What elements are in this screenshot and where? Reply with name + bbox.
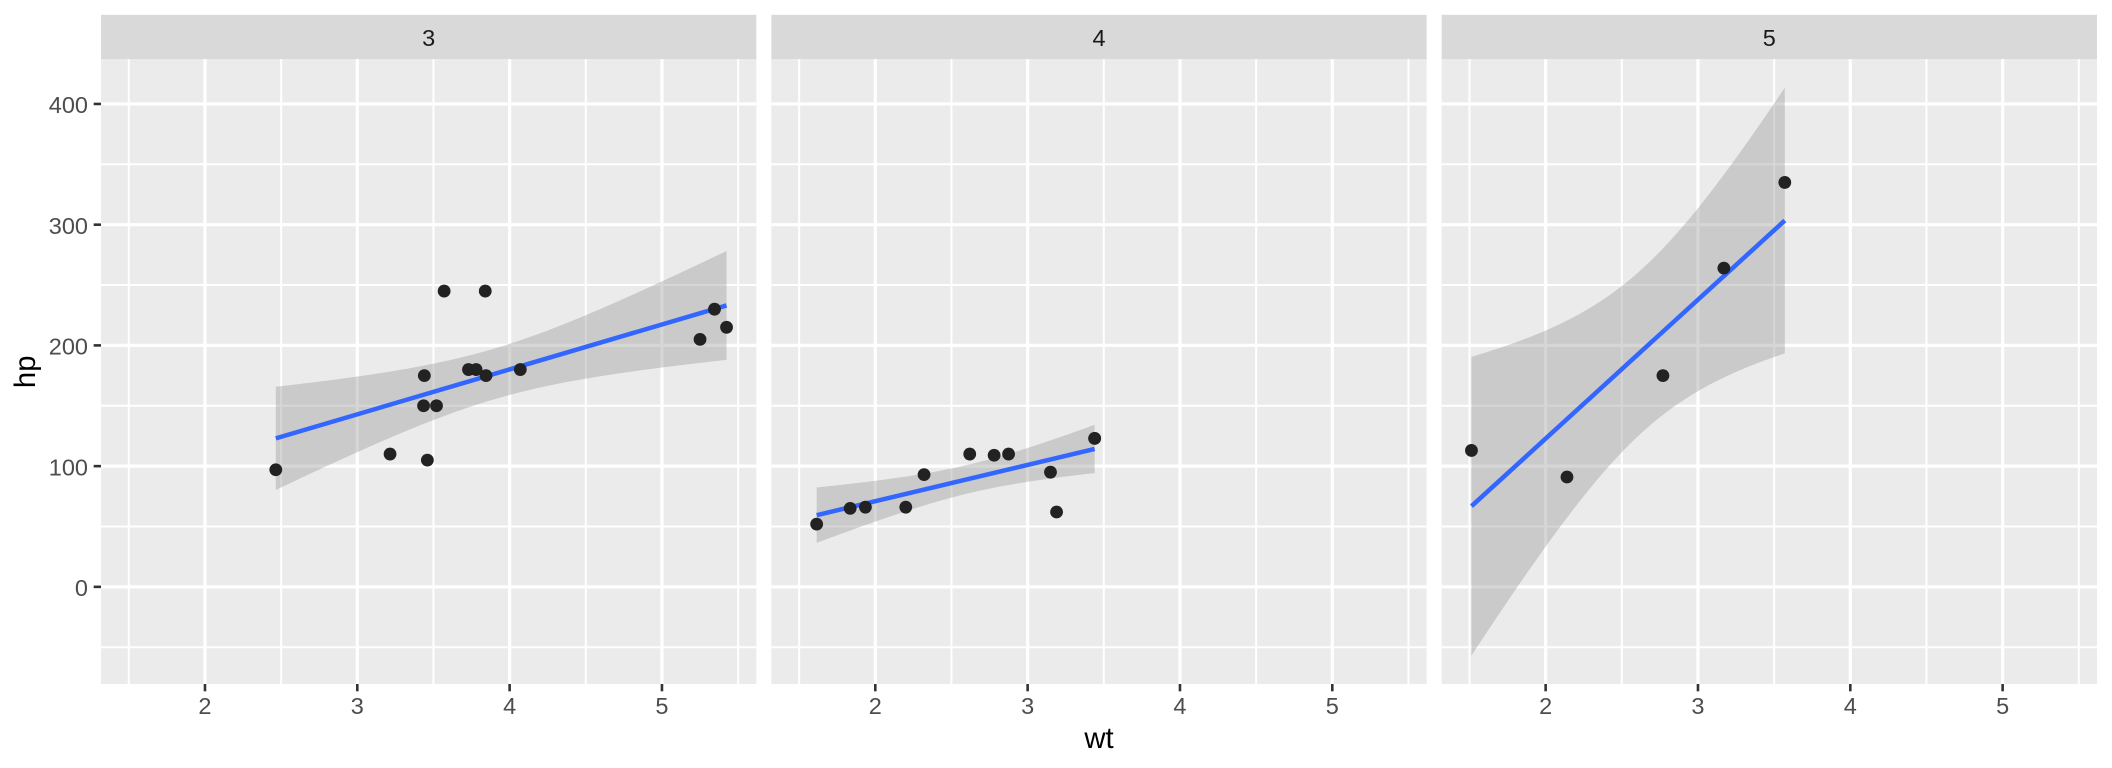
svg-text:wt: wt bbox=[1083, 722, 1113, 755]
svg-text:3: 3 bbox=[1691, 693, 1704, 719]
svg-text:4: 4 bbox=[503, 693, 516, 719]
svg-text:5: 5 bbox=[1996, 693, 2009, 719]
svg-text:5: 5 bbox=[655, 693, 668, 719]
svg-text:4: 4 bbox=[1173, 693, 1186, 719]
svg-text:5: 5 bbox=[1763, 25, 1776, 51]
svg-text:4: 4 bbox=[1092, 25, 1105, 51]
svg-text:2: 2 bbox=[1539, 693, 1552, 719]
svg-text:3: 3 bbox=[351, 693, 364, 719]
svg-text:0: 0 bbox=[75, 575, 88, 601]
svg-text:100: 100 bbox=[49, 454, 88, 480]
svg-text:2: 2 bbox=[198, 693, 211, 719]
svg-text:3: 3 bbox=[422, 25, 435, 51]
svg-text:3: 3 bbox=[1021, 693, 1034, 719]
svg-text:200: 200 bbox=[49, 334, 88, 360]
svg-text:300: 300 bbox=[49, 213, 88, 239]
svg-text:5: 5 bbox=[1326, 693, 1339, 719]
svg-text:4: 4 bbox=[1844, 693, 1857, 719]
svg-text:400: 400 bbox=[49, 92, 88, 118]
svg-text:hp: hp bbox=[9, 356, 42, 389]
svg-text:2: 2 bbox=[869, 693, 882, 719]
